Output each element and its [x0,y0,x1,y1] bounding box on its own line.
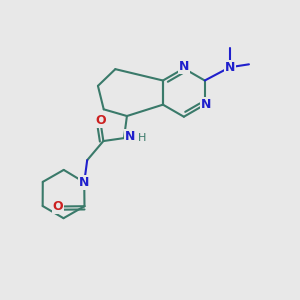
Text: H: H [138,133,146,142]
Text: N: N [225,61,235,74]
Text: O: O [95,114,106,127]
Text: N: N [79,176,89,189]
Text: O: O [52,200,63,213]
Text: N: N [125,130,136,143]
Text: N: N [179,61,189,74]
Text: N: N [201,98,211,111]
